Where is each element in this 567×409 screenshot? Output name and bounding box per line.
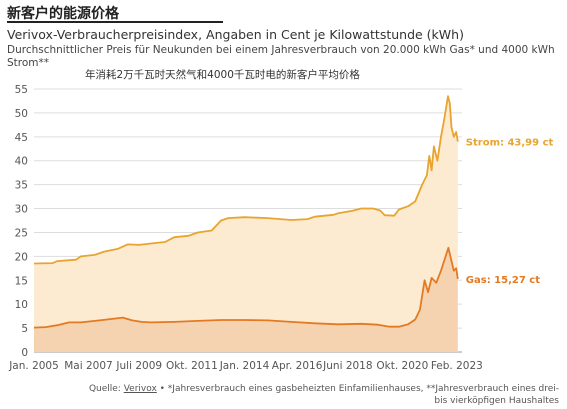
y-tick-label: 0	[21, 347, 28, 359]
y-tick-label: 10	[15, 299, 28, 311]
y-tick-label: 35	[15, 180, 28, 192]
source-prefix: Quelle:	[88, 384, 124, 394]
y-tick-label: 20	[15, 251, 28, 263]
x-tick-label: Feb. 2023	[431, 360, 483, 372]
y-tick-label: 30	[15, 204, 28, 216]
x-tick-label: Jan. 2014	[219, 360, 270, 372]
y-tick-label: 5	[21, 323, 28, 335]
y-tick-label: 15	[15, 275, 28, 287]
y-tick-label: 50	[15, 108, 28, 120]
x-tick-label: Okt. 2011	[166, 360, 218, 372]
source-link[interactable]: Verivox	[123, 384, 157, 394]
series-line-strom	[33, 95, 459, 265]
x-tick-label: Okt. 2020	[376, 360, 428, 372]
y-tick-label: 45	[15, 132, 28, 144]
x-tick-label: Jan. 2005	[8, 360, 59, 372]
source-footnote: • *Jahresverbrauch eines gasbeheizten Ei…	[156, 384, 559, 406]
chart-subtitle-chinese: 年消耗2万千瓦时天然气和4000千瓦时电的新客户平均价格	[85, 69, 360, 81]
series-end-label-strom: Strom: 43,99 ct	[466, 138, 554, 149]
chart-subtitle: Durchschnittlicher Preis für Neukunden b…	[7, 44, 555, 69]
header-rule	[7, 21, 223, 23]
series-area-strom	[34, 96, 458, 352]
x-tick-label: Juli 2009	[115, 360, 162, 372]
y-tick-label: 55	[15, 84, 28, 96]
y-tick-label: 25	[15, 227, 28, 239]
series-area-gas	[34, 247, 458, 352]
series-line-gas	[33, 246, 459, 329]
source-note: Quelle: Verivox • *Jahresverbrauch eines…	[79, 383, 559, 407]
header-title: 新客户的能源价格	[7, 6, 119, 22]
x-tick-label: Apr. 2016	[272, 360, 323, 372]
x-tick-label: Juni 2018	[322, 360, 372, 372]
y-tick-label: 40	[15, 156, 28, 168]
chart-title: Verivox-Verbraucherpreisindex, Angaben i…	[7, 27, 464, 42]
x-tick-label: Mai 2007	[64, 360, 112, 372]
series-end-label-gas: Gas: 15,27 ct	[466, 275, 540, 286]
